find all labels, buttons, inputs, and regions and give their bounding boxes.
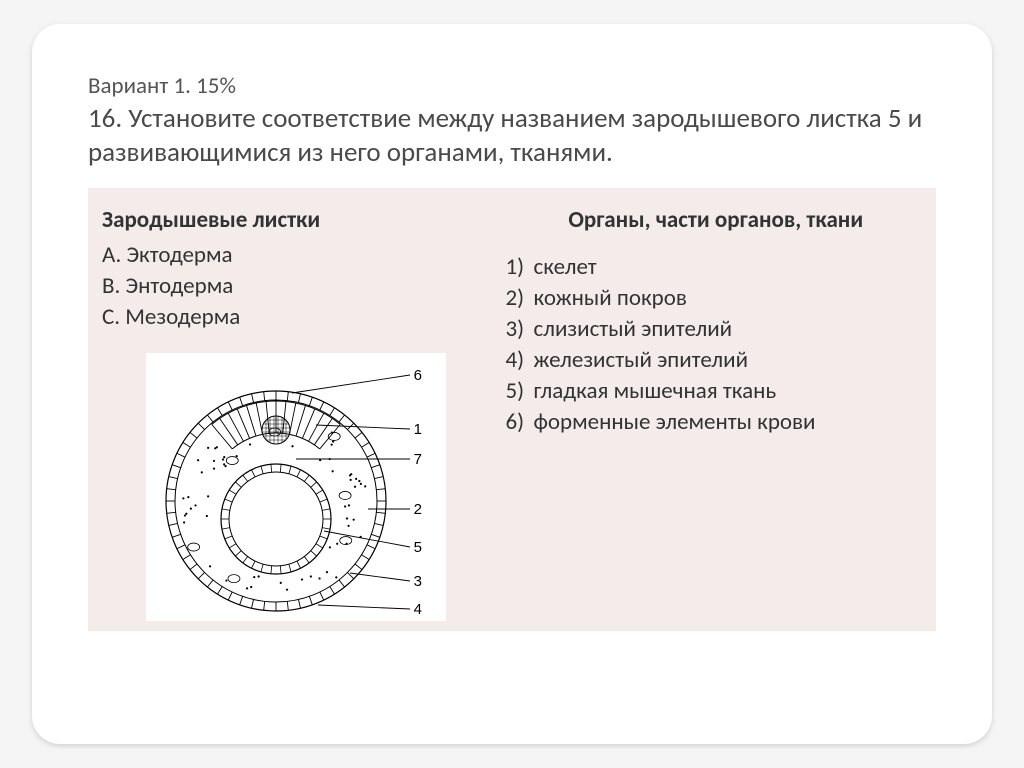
item-number: 3) bbox=[506, 314, 534, 345]
list-item: А. Эктодерма bbox=[102, 240, 490, 271]
item-number: 1) bbox=[506, 252, 534, 283]
svg-text:2: 2 bbox=[413, 501, 421, 518]
item-text: форменные элементы крови bbox=[534, 407, 926, 438]
left-column: Зародышевые листки А. Эктодерма В. Энтод… bbox=[102, 206, 498, 621]
item-number: 5) bbox=[506, 376, 534, 407]
embryo-diagram: 6 1 7 2 5 3 4 bbox=[146, 353, 446, 621]
item-text: скелет bbox=[534, 252, 926, 283]
diagram-container: 6 1 7 2 5 3 4 bbox=[102, 353, 490, 621]
list-item: 6)форменные элементы крови bbox=[506, 407, 926, 438]
organs-title: Органы, части органов, ткани bbox=[506, 206, 926, 234]
list-item: С. Мезодерма bbox=[102, 302, 490, 333]
question-text: 16. Установите соответствие между назван… bbox=[88, 102, 936, 170]
item-number: 6) bbox=[506, 407, 534, 438]
header-block: Вариант 1. 15% 16. Установите соответств… bbox=[88, 72, 936, 170]
organs-list: 1)скелет 2)кожный покров 3)слизистый эпи… bbox=[506, 252, 926, 438]
list-item: 5)гладкая мышечная ткань bbox=[506, 376, 926, 407]
svg-text:4: 4 bbox=[413, 601, 421, 618]
slide-card: Вариант 1. 15% 16. Установите соответств… bbox=[32, 24, 992, 744]
variant-line: Вариант 1. 15% bbox=[88, 72, 936, 100]
list-item: 3)слизистый эпителий bbox=[506, 314, 926, 345]
svg-text:7: 7 bbox=[413, 451, 421, 468]
list-item: 4)железистый эпителий bbox=[506, 345, 926, 376]
right-column: Органы, части органов, ткани 1)скелет 2)… bbox=[498, 206, 926, 621]
svg-text:1: 1 bbox=[413, 421, 421, 438]
item-text: слизистый эпителий bbox=[534, 314, 926, 345]
list-item: 1)скелет bbox=[506, 252, 926, 283]
content-panel: Зародышевые листки А. Эктодерма В. Энтод… bbox=[88, 188, 936, 631]
germ-layers-list: А. Эктодерма В. Энтодерма С. Мезодерма bbox=[102, 240, 490, 333]
svg-text:6: 6 bbox=[413, 367, 421, 384]
item-text: гладкая мышечная ткань bbox=[534, 376, 926, 407]
germ-layers-title: Зародышевые листки bbox=[102, 206, 490, 234]
item-number: 4) bbox=[506, 345, 534, 376]
svg-text:3: 3 bbox=[413, 573, 421, 590]
list-item: В. Энтодерма bbox=[102, 271, 490, 302]
item-number: 2) bbox=[506, 283, 534, 314]
item-text: железистый эпителий bbox=[534, 345, 926, 376]
svg-text:5: 5 bbox=[413, 539, 421, 556]
list-item: 2)кожный покров bbox=[506, 283, 926, 314]
item-text: кожный покров bbox=[534, 283, 926, 314]
